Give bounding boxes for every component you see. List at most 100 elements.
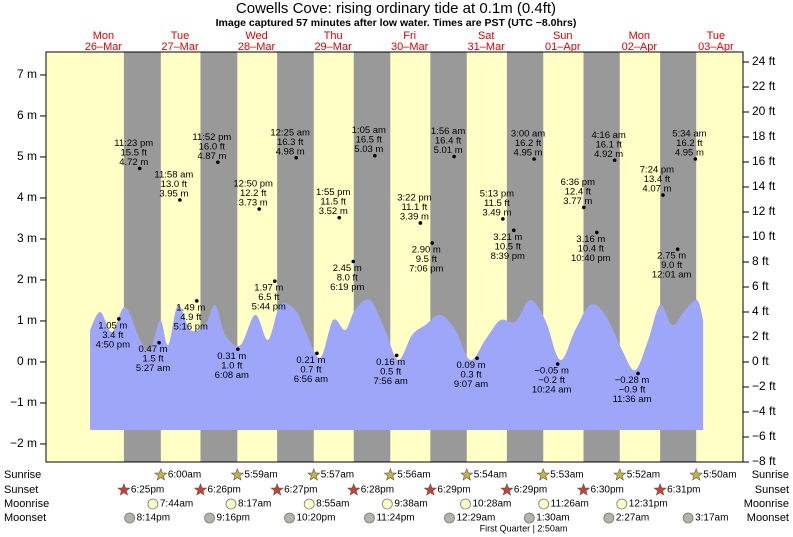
tide-point bbox=[194, 299, 199, 303]
tide-point bbox=[595, 230, 599, 235]
row-label: Moonrise bbox=[4, 498, 49, 510]
tide-point bbox=[337, 215, 342, 220]
y2-tick-label: 8 ft bbox=[752, 254, 769, 268]
day-name: Tue bbox=[707, 30, 726, 42]
day-date: 26–Mar bbox=[85, 41, 123, 53]
y2-tick-label: 2 ft bbox=[752, 329, 769, 343]
tide-label: 16.4 ft bbox=[435, 136, 462, 147]
tide-label: 4.9 ft bbox=[180, 312, 201, 323]
y2-tick-label: 6 ft bbox=[752, 279, 769, 293]
sunrise-icon bbox=[689, 467, 703, 481]
y2-tick-label: 0 ft bbox=[752, 354, 769, 368]
tide-label: 3.52 m bbox=[319, 206, 348, 217]
sunrise-time: 5:57am bbox=[321, 470, 354, 481]
y2-tick-label: 22 ft bbox=[752, 79, 776, 93]
tide-point bbox=[693, 157, 698, 161]
tide-point bbox=[675, 247, 680, 252]
tide-label: 3.73 m bbox=[239, 198, 268, 209]
y-tick-label: 6 m bbox=[17, 108, 37, 122]
moonset-time: 2:27am bbox=[616, 513, 649, 524]
tide-label: 3.21 m bbox=[493, 232, 522, 243]
tide-label: 3.39 m bbox=[400, 211, 429, 222]
tide-label: 16.2 ft bbox=[515, 138, 542, 149]
tide-label: 16.1 ft bbox=[595, 139, 622, 150]
tide-label: 0.7 ft bbox=[300, 364, 321, 375]
row-label: Moonset bbox=[747, 512, 789, 524]
y-tick-label: −1 m bbox=[10, 395, 37, 409]
y-tick-label: −2 m bbox=[10, 436, 37, 450]
tide-label: 5:34 am bbox=[672, 129, 706, 140]
sunset-time: 6:25pm bbox=[131, 485, 164, 496]
moonset-icon bbox=[523, 512, 535, 524]
tide-label: 11:52 pm bbox=[192, 132, 231, 143]
moonrise-time: 10:28am bbox=[472, 499, 511, 510]
tide-label: 13.4 ft bbox=[644, 174, 671, 185]
sunset-time: 6:29pm bbox=[514, 485, 547, 496]
sunset-time: 6:27pm bbox=[284, 485, 317, 496]
y2-tick-label: 16 ft bbox=[752, 154, 776, 168]
tide-point bbox=[612, 158, 617, 163]
chart-subtitle: Image captured 57 minutes after low wate… bbox=[216, 17, 577, 29]
y2-tick-label: −4 ft bbox=[752, 404, 776, 418]
tide-point bbox=[178, 198, 182, 202]
day-date: 27–Mar bbox=[161, 41, 199, 53]
tide-label: 12:50 pm bbox=[233, 179, 273, 190]
day-date: 28–Mar bbox=[238, 41, 276, 53]
y2-tick-label: 14 ft bbox=[752, 179, 776, 193]
sunset-time: 6:30pm bbox=[591, 485, 624, 496]
tide-label: 6:36 pm bbox=[561, 177, 595, 188]
tide-label: 3.95 m bbox=[159, 189, 188, 200]
moonset-icon bbox=[603, 512, 615, 524]
tide-label: 5:44 pm bbox=[252, 302, 286, 313]
tide-label: 7:06 pm bbox=[409, 264, 443, 275]
y2-tick-label: 20 ft bbox=[752, 104, 776, 118]
tide-label: 0.5 ft bbox=[380, 366, 401, 377]
tide-label: 1.49 m bbox=[176, 302, 205, 313]
chart-title: Cowells Cove: rising ordinary tide at 0.… bbox=[236, 0, 556, 17]
y2-tick-label: −8 ft bbox=[752, 454, 776, 468]
tide-label: 4:16 am bbox=[592, 130, 626, 141]
day-name: Sun bbox=[553, 30, 573, 42]
moonset-time: 8:14pm bbox=[137, 513, 170, 524]
day-name: Tue bbox=[171, 30, 190, 42]
sunrise-icon bbox=[154, 467, 168, 481]
tide-label: 4.95 m bbox=[675, 148, 704, 159]
tide-label: 0.09 m bbox=[457, 360, 486, 371]
tide-label: 5:16 pm bbox=[174, 321, 208, 332]
tide-label: 3:22 pm bbox=[397, 192, 431, 203]
sunrise-icon bbox=[613, 467, 627, 481]
tide-point bbox=[418, 221, 423, 225]
sunrise-time: 5:54am bbox=[474, 470, 507, 481]
sunset-icon bbox=[346, 482, 361, 496]
moonset-time: 3:17am bbox=[695, 513, 728, 524]
moonset-icon bbox=[204, 512, 215, 524]
day-date: 31–Mar bbox=[468, 41, 506, 53]
y2-tick-label: 4 ft bbox=[752, 304, 769, 318]
tide-label: 5:13 pm bbox=[480, 188, 514, 199]
tide-label: 5.01 m bbox=[434, 145, 463, 156]
tide-label: 0.16 m bbox=[376, 357, 405, 368]
tide-point bbox=[555, 362, 560, 366]
y2-tick-label: 24 ft bbox=[752, 54, 776, 68]
tide-label: 11.5 ft bbox=[484, 198, 510, 209]
tide-label: 6:19 pm bbox=[330, 282, 364, 293]
moon-phase: First Quarter | 2:50am bbox=[480, 523, 568, 533]
tide-point bbox=[532, 157, 536, 161]
moonrise-icon bbox=[460, 498, 471, 510]
tide-label: 1.97 m bbox=[254, 283, 283, 294]
row-label: Moonset bbox=[4, 512, 46, 524]
tide-label: 1.05 m bbox=[98, 320, 127, 331]
tide-label: 15.5 ft bbox=[121, 147, 148, 158]
sunset-icon bbox=[423, 482, 438, 496]
tide-label: 3.16 m bbox=[576, 234, 605, 245]
tide-label: −0.05 m bbox=[534, 366, 569, 377]
row-label: Moonrise bbox=[744, 498, 789, 510]
tide-label: 3:00 am bbox=[511, 129, 545, 140]
sunset-time: 6:31pm bbox=[667, 485, 700, 496]
day-date: 29–Mar bbox=[314, 41, 352, 53]
tide-label: 10:24 am bbox=[532, 385, 572, 396]
day-name: Mon bbox=[629, 30, 650, 42]
sunrise-icon bbox=[383, 467, 398, 481]
sunrise-icon bbox=[230, 467, 245, 481]
day-name: Thu bbox=[324, 30, 343, 42]
